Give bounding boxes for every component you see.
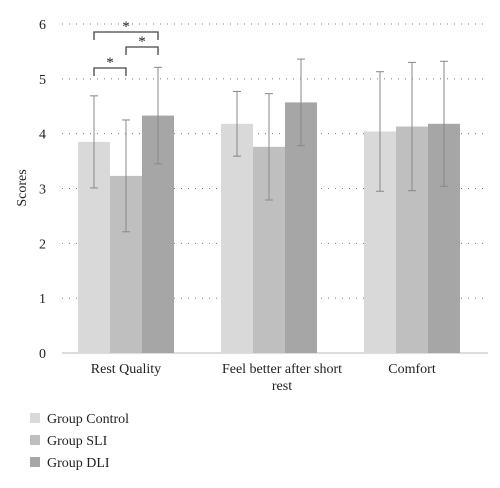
y-axis-title: Scores bbox=[15, 169, 30, 206]
significance-bracket bbox=[93, 67, 127, 76]
bars bbox=[78, 102, 460, 354]
legend-swatch bbox=[30, 457, 40, 467]
legend: Group Control Group SLI Group DLI bbox=[30, 412, 129, 471]
significance-bracket bbox=[93, 31, 159, 40]
significance-marker: * bbox=[122, 19, 130, 35]
y-tick-label: 2 bbox=[39, 237, 46, 252]
legend-label: Group SLI bbox=[47, 434, 108, 449]
legend-swatch bbox=[30, 413, 40, 423]
y-tick-label: 4 bbox=[39, 128, 46, 143]
error-bars bbox=[90, 58, 448, 233]
legend-swatch bbox=[30, 435, 40, 445]
legend-label: Group DLI bbox=[47, 456, 110, 471]
category-labels: Rest Quality Feel better after short rest C… bbox=[91, 362, 436, 394]
y-tick-label: 3 bbox=[39, 183, 46, 198]
y-tick-label: 5 bbox=[39, 73, 46, 88]
legend-label: Group Control bbox=[47, 412, 129, 427]
category-label: Comfort bbox=[388, 362, 436, 377]
y-tick-label: 1 bbox=[39, 292, 46, 307]
y-tick-label: 0 bbox=[39, 347, 46, 362]
significance-bracket bbox=[125, 46, 159, 55]
y-tick-labels: 0 1 2 3 4 5 6 bbox=[39, 18, 46, 362]
bar bbox=[221, 123, 253, 354]
category-label: Rest Quality bbox=[91, 362, 161, 377]
significance-marker: * bbox=[138, 34, 146, 50]
significance-brackets: * * * bbox=[93, 19, 159, 76]
significance-marker: * bbox=[106, 55, 114, 71]
y-tick-label: 6 bbox=[39, 18, 46, 33]
category-label: Feel better after short rest bbox=[222, 362, 342, 394]
